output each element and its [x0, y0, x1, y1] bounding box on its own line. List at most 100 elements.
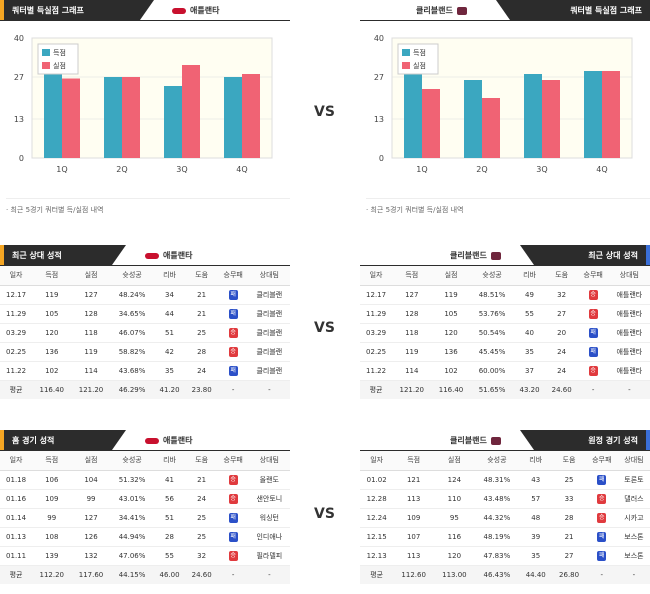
table-row: 11.29 105 128 34.65% 44 21 패 클리블랜	[0, 304, 290, 324]
left-quarter-note: · 최근 5경기 쿼터별 득/실점 내역	[6, 198, 290, 215]
home-left-title: 홈 경기 성적	[12, 435, 55, 445]
result-cell: 패	[217, 508, 249, 528]
table-cell: 109	[32, 489, 72, 509]
average-cell: -	[217, 380, 249, 399]
right-quarter-team: 클리블랜드	[416, 5, 467, 16]
average-cell: 113.00	[434, 565, 475, 584]
x-tick-label: 4Q	[236, 165, 247, 174]
table-cell: 12.17	[360, 285, 393, 305]
table-cell: 109	[393, 508, 435, 528]
table-cell: 99	[32, 508, 72, 528]
right-quarter-header-title: 쿼터별 득실점 그래프	[570, 5, 642, 15]
table-cell: 60.00%	[470, 361, 514, 381]
column-header: 일자	[360, 451, 394, 471]
home-left-panel: 홈 경기 성적 애틀랜타 일자 득점 실점 슛성공 리바 도움 승무패 상대팀 01.18 106…	[0, 430, 290, 594]
bar-scored	[104, 77, 122, 158]
table-cell: 03.29	[0, 323, 33, 343]
bar-conceded	[602, 71, 620, 158]
table-cell: 애틀랜타	[608, 323, 650, 343]
away-right-title: 원정 경기 성적	[588, 435, 638, 445]
column-header: 리바	[153, 451, 186, 471]
result-badge: 승	[597, 512, 607, 523]
table-cell: 57	[519, 489, 553, 509]
table-row: 12.17 127 119 48.51% 49 32 승 애틀랜타	[360, 285, 650, 305]
table-cell: 127	[71, 285, 111, 305]
table-cell: 댈러스	[617, 489, 650, 509]
table-row: 12.13 113 120 47.83% 35 27 패 보스톤	[360, 546, 650, 566]
result-badge: 패	[228, 512, 238, 523]
column-header: 득점	[393, 451, 435, 471]
legend-label: 득점	[413, 49, 426, 57]
table-header-row: 일자 득점 실점 슛성공 리바 도움 승무패 상대팀	[360, 451, 650, 471]
recent-right-team-name: 클리블랜드	[450, 251, 487, 260]
result-badge: 패	[228, 365, 238, 376]
table-cell: 126	[71, 527, 111, 547]
average-cell: 46.43%	[474, 565, 520, 584]
table-cell: 27	[545, 304, 578, 324]
home-left-table: 일자 득점 실점 슛성공 리바 도움 승무패 상대팀 01.18 106 104 51.32% 41 21…	[0, 451, 290, 584]
table-cell: 24	[185, 489, 218, 509]
result-badge: 패	[597, 531, 607, 542]
result-badge: 승	[588, 308, 598, 319]
average-cell: 116.40	[32, 380, 72, 399]
x-tick-label: 3Q	[176, 165, 187, 174]
table-cell: 34	[153, 285, 186, 305]
table-cell: 43.01%	[110, 489, 154, 509]
table-row: 12.17 119 127 48.24% 34 21 패 클리블랜	[0, 285, 290, 305]
table-cell: 43.48%	[474, 489, 520, 509]
table-cell: 01.16	[0, 489, 33, 509]
table-cell: 03.29	[360, 323, 393, 343]
average-cell: -	[248, 380, 290, 399]
legend-swatch	[42, 62, 50, 69]
table-cell: 25	[185, 527, 218, 547]
recent-left-panel: 최근 상대 성적 애틀랜타 일자 득점 실점 슛성공 리바 도움 승무패 상대팀 12.17 11…	[0, 245, 290, 410]
legend-swatch	[402, 62, 410, 69]
table-cell: 55	[513, 304, 546, 324]
recent-right-team: 클리블랜드	[450, 250, 501, 261]
right-quarter-note-text: 최근 5경기 쿼터별 득/실점 내역	[370, 206, 464, 214]
vs-label-bottom: VS	[314, 506, 335, 522]
table-cell: 102	[32, 361, 72, 381]
table-cell: 25	[552, 470, 586, 490]
away-right-team-name: 클리블랜드	[450, 436, 487, 445]
table-cell: 121	[393, 470, 435, 490]
result-cell: 패	[585, 527, 618, 547]
average-row: 평균 112.60 113.00 46.43% 44.40 26.80- -	[360, 565, 650, 584]
average-cell: 26.80	[552, 565, 586, 584]
table-cell: 48	[519, 508, 553, 528]
table-cell: 클리블랜	[248, 361, 290, 381]
table-row: 03.29 120 118 46.07% 51 25 승 클리블랜	[0, 323, 290, 343]
table-cell: 01.02	[360, 470, 394, 490]
average-cell: 44.40	[519, 565, 553, 584]
table-cell: 11.29	[360, 304, 393, 324]
note-bullet: ·	[6, 206, 9, 214]
average-cell: 116.40	[431, 380, 471, 399]
column-header: 득점	[32, 451, 72, 471]
table-cell: 클리블랜	[248, 323, 290, 343]
table-cell: 119	[392, 342, 432, 362]
right-quarter-panel: 클리블랜드 쿼터별 득실점 그래프 0 13 27 40 1Q 2Q 3Q 4Q 득점 실점 · …	[360, 0, 650, 225]
right-quarter-team-name: 클리블랜드	[416, 6, 453, 15]
table-row: 11.22 114 102 60.00% 37 24 승 애틀랜타	[360, 361, 650, 381]
average-cell: 평균	[360, 380, 393, 399]
table-cell: 클리블랜	[248, 304, 290, 324]
average-cell: 24.60	[185, 565, 218, 584]
table-cell: 37	[513, 361, 546, 381]
table-cell: 110	[434, 489, 475, 509]
table-cell: 127	[71, 508, 111, 528]
average-cell: -	[248, 565, 290, 584]
average-cell: 41.20	[153, 380, 186, 399]
y-tick-label: 27	[14, 73, 24, 82]
left-quarter-header-title: 쿼터별 득실점 그래프	[12, 5, 84, 15]
table-cell: 49	[513, 285, 546, 305]
table-cell: 01.14	[0, 508, 33, 528]
bar-scored	[44, 71, 62, 158]
column-header: 리바	[153, 266, 186, 286]
table-row: 12.24 109 95 44.32% 48 28 승 시카고	[360, 508, 650, 528]
table-cell: 애틀랜타	[608, 361, 650, 381]
table-cell: 35	[519, 546, 553, 566]
left-quarter-team: 애틀랜타	[172, 5, 219, 16]
y-tick-label: 40	[374, 34, 384, 43]
recent-left-team-name: 애틀랜타	[163, 251, 193, 260]
bar-scored	[224, 77, 242, 158]
